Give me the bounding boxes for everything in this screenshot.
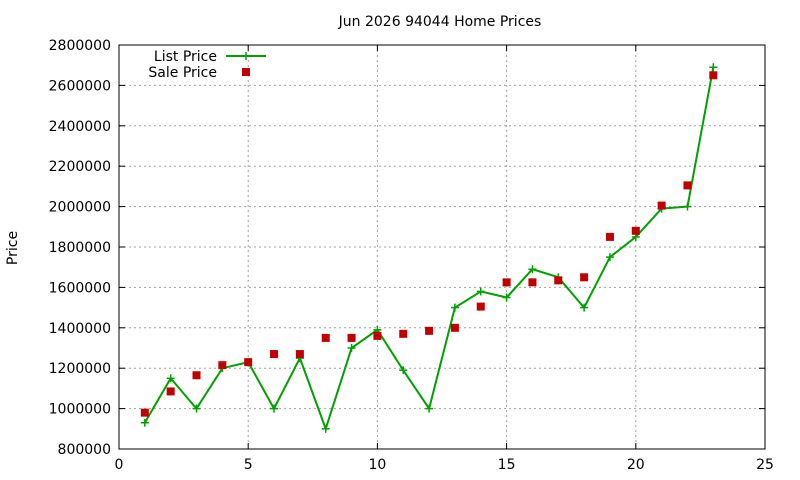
sale-price-point <box>295 350 304 359</box>
sale-price-point <box>502 278 511 287</box>
y-tick-label: 1400000 <box>49 321 111 337</box>
list-price-point <box>270 404 279 413</box>
legend-swatch-marker <box>242 68 250 76</box>
y-tick-label: 2400000 <box>49 119 111 135</box>
y-tick-label: 2800000 <box>49 38 111 54</box>
list-price-point <box>709 63 718 72</box>
sale-price-point <box>709 71 718 80</box>
list-price-point <box>166 374 175 383</box>
x-tick-label: 5 <box>244 457 253 473</box>
series-layer <box>140 63 718 433</box>
y-tick-label: 2000000 <box>49 200 111 216</box>
x-tick-label: 25 <box>756 457 774 473</box>
sale-price-point <box>605 232 614 241</box>
sale-price-point <box>373 331 382 340</box>
x-tick-label: 20 <box>627 457 645 473</box>
list-price-line <box>143 67 715 432</box>
sale-price-point <box>476 302 485 311</box>
list-price-point <box>140 418 149 427</box>
legend-label: List Price <box>154 49 217 65</box>
sale-price-point <box>321 333 330 342</box>
list-price-point <box>528 265 537 274</box>
list-price-point <box>192 404 201 413</box>
y-tick-label: 2200000 <box>49 159 111 175</box>
list-price-point <box>450 303 459 312</box>
sale-price-point <box>554 276 563 285</box>
y-tick-label: 1800000 <box>49 240 111 256</box>
grid <box>119 45 765 449</box>
list-price-point <box>425 404 434 413</box>
list-price-point <box>683 202 692 211</box>
axes: 0 5 10 15 20 25 800000 1000000 1200000 1400000 160… <box>49 38 774 473</box>
sale-price-point <box>244 358 253 367</box>
sale-price-point <box>580 273 589 282</box>
x-tick-label: 10 <box>368 457 386 473</box>
y-tick-label: 1000000 <box>49 402 111 418</box>
sale-price-point <box>657 201 666 210</box>
list-price-point <box>580 303 589 312</box>
chart-title: Jun 2026 94044 Home Prices <box>338 14 542 30</box>
sale-price-point <box>399 329 408 338</box>
sale-price-point <box>166 387 175 396</box>
sale-price-point <box>140 408 149 417</box>
list-price-point <box>347 344 356 352</box>
sale-price-point <box>528 278 537 287</box>
legend-label: Sale Price <box>148 65 217 81</box>
sale-price-point <box>425 326 434 335</box>
sale-price-point <box>450 323 459 332</box>
y-axis-label: Price <box>5 231 21 265</box>
sale-price-point <box>683 181 692 190</box>
list-price-point <box>605 253 614 262</box>
list-price-point <box>502 293 511 302</box>
sale-price-point <box>218 361 227 370</box>
sale-price-point <box>270 350 279 359</box>
y-tick-label: 800000 <box>58 442 111 458</box>
sale-price-point <box>347 333 356 342</box>
x-tick-label: 0 <box>115 457 124 473</box>
y-tick-label: 1600000 <box>49 280 111 296</box>
x-tick-label: 15 <box>498 457 516 473</box>
y-tick-label: 1200000 <box>49 361 111 377</box>
y-tick-label: 2600000 <box>49 78 111 94</box>
list-price-point <box>399 366 408 375</box>
sale-price-point <box>192 371 201 380</box>
sale-price-point <box>631 226 640 235</box>
legend-swatch-marker <box>242 52 250 60</box>
list-price-point <box>321 424 330 433</box>
list-price-point <box>476 287 485 296</box>
